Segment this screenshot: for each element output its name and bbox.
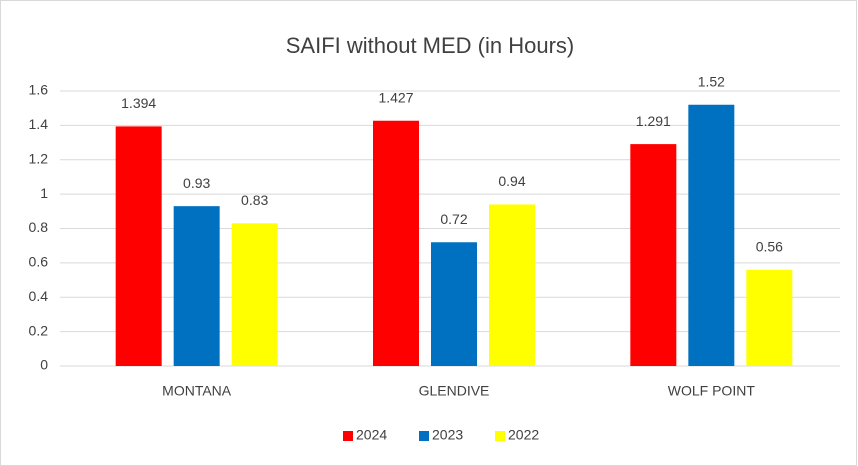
y-tick-label: 0: [40, 357, 48, 373]
data-label: 0.94: [498, 173, 525, 189]
y-tick-label: 0.8: [29, 219, 49, 235]
bar: [630, 144, 677, 366]
bar: [431, 242, 477, 366]
data-label: 1.427: [378, 89, 413, 105]
data-label: 1.394: [121, 95, 156, 111]
x-tick-label: GLENDIVE: [419, 383, 490, 399]
x-tick-label: WOLF POINT: [668, 383, 756, 399]
legend-label: 2022: [508, 427, 539, 443]
data-label: 0.93: [183, 175, 210, 191]
y-tick-label: 1.4: [29, 116, 49, 132]
y-tick-label: 1: [40, 185, 48, 201]
legend-swatch: [343, 431, 353, 441]
bar: [688, 104, 735, 366]
y-tick-label: 1.6: [29, 82, 49, 98]
y-tick-label: 1.2: [29, 150, 49, 166]
y-tick-label: 0.6: [29, 254, 49, 270]
y-tick-label: 0.4: [29, 288, 49, 304]
data-label: 0.72: [440, 211, 467, 227]
legend-swatch: [495, 431, 505, 441]
bar: [231, 223, 278, 366]
legend-swatch: [419, 431, 429, 441]
data-label: 1.52: [698, 73, 725, 89]
bar: [746, 269, 793, 366]
legend-label: 2024: [356, 427, 387, 443]
chart-title: SAIFI without MED (in Hours): [286, 33, 575, 58]
data-label: 0.56: [756, 238, 783, 254]
x-tick-label: MONTANA: [162, 383, 232, 399]
legend-label: 2023: [432, 427, 463, 443]
bar: [489, 204, 535, 366]
bar: [173, 206, 220, 366]
bar: [373, 120, 419, 366]
y-tick-label: 0.2: [29, 322, 49, 338]
bar: [115, 126, 162, 366]
data-label: 1.291: [636, 113, 671, 129]
data-label: 0.83: [241, 192, 268, 208]
